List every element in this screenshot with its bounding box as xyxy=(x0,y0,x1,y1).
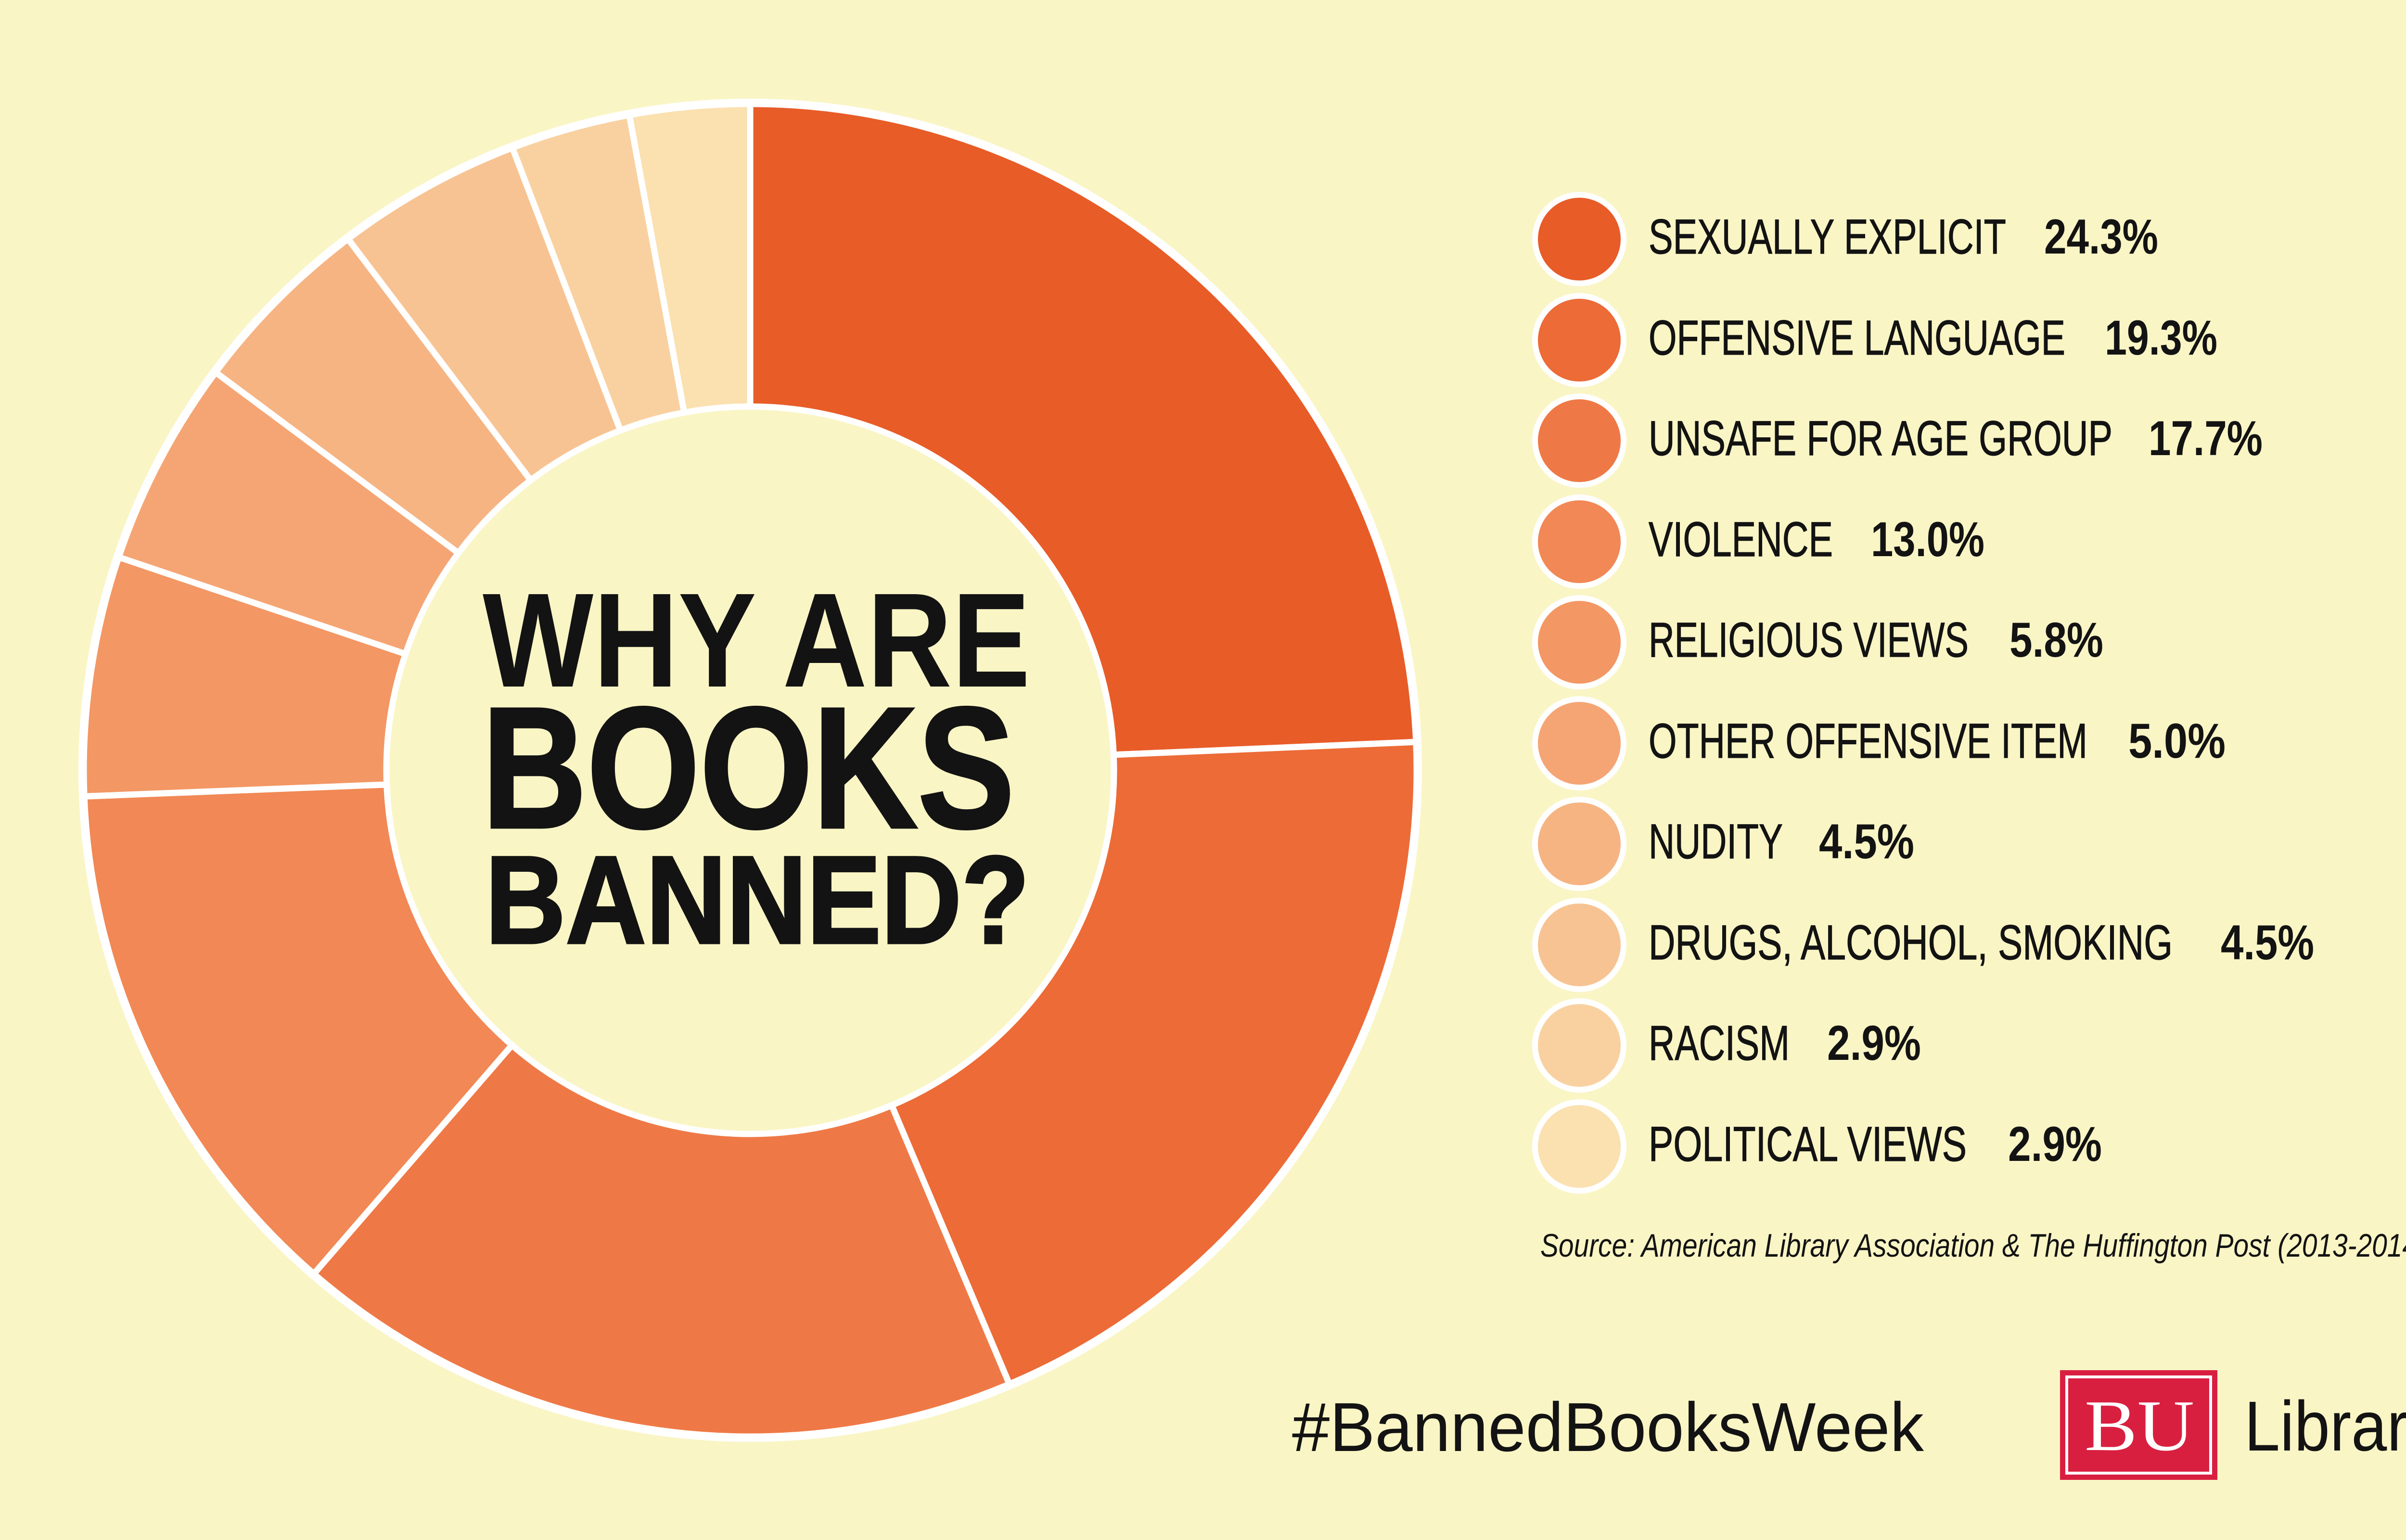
svg-text:OFFENSIVE LANGUAGE: OFFENSIVE LANGUAGE xyxy=(1649,310,2065,365)
svg-text:UNSAFE FOR AGE GROUP: UNSAFE FOR AGE GROUP xyxy=(1649,411,2112,466)
svg-text:BANNED?: BANNED? xyxy=(486,830,1030,969)
svg-text:17.7%: 17.7% xyxy=(2149,411,2263,466)
svg-text:NUDITY: NUDITY xyxy=(1649,814,1783,869)
svg-text:5.8%: 5.8% xyxy=(2009,612,2103,667)
svg-text:4.5%: 4.5% xyxy=(2221,915,2314,970)
svg-text:OTHER OFFENSIVE ITEM: OTHER OFFENSIVE ITEM xyxy=(1649,713,2087,768)
svg-text:19.3%: 19.3% xyxy=(2105,310,2217,365)
svg-text:5.0%: 5.0% xyxy=(2128,713,2226,768)
svg-text:2.9%: 2.9% xyxy=(2008,1117,2102,1171)
svg-text:RACISM: RACISM xyxy=(1649,1016,1790,1070)
svg-text:BU: BU xyxy=(2085,1385,2194,1466)
svg-text:RELIGIOUS VIEWS: RELIGIOUS VIEWS xyxy=(1649,612,1969,667)
svg-text:WHY ARE: WHY ARE xyxy=(483,565,1030,715)
svg-text:VIOLENCE: VIOLENCE xyxy=(1649,512,1833,567)
svg-text:2.9%: 2.9% xyxy=(1827,1016,1921,1070)
svg-text:DRUGS, ALCOHOL, SMOKING: DRUGS, ALCOHOL, SMOKING xyxy=(1649,915,2173,970)
svg-text:BOOKS: BOOKS xyxy=(482,672,1015,865)
svg-text:POLITICAL VIEWS: POLITICAL VIEWS xyxy=(1649,1117,1967,1171)
svg-text:Libraries: Libraries xyxy=(2244,1387,2406,1466)
svg-text:24.3%: 24.3% xyxy=(2044,209,2158,264)
svg-text:13.0%: 13.0% xyxy=(1871,512,1984,567)
svg-text:#BannedBooksWeek: #BannedBooksWeek xyxy=(1292,1388,1924,1466)
svg-text:Source: American Library Assoc: Source: American Library Association & T… xyxy=(1540,1227,2406,1264)
svg-text:4.5%: 4.5% xyxy=(1819,814,1914,869)
svg-text:SEXUALLY EXPLICIT: SEXUALLY EXPLICIT xyxy=(1649,209,2006,264)
